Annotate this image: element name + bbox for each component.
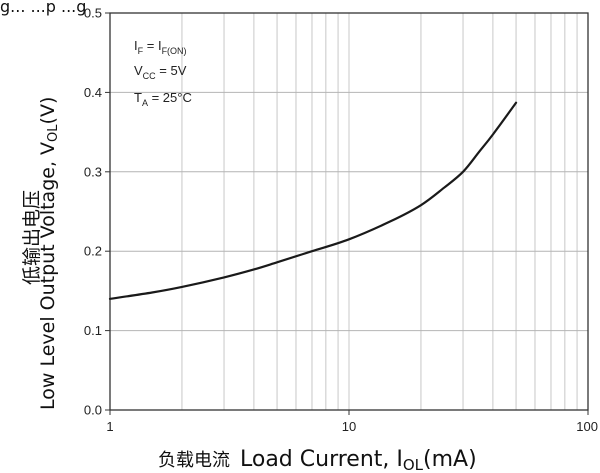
y-tick-label: 0.2 xyxy=(84,244,102,259)
y-axis-label: Low Level Output Voltage, VOL(V) xyxy=(37,97,61,410)
series-line-0 xyxy=(108,101,518,300)
x-tick-label: 10 xyxy=(342,419,356,434)
series-layer xyxy=(108,101,518,300)
y-tick-label: 0.5 xyxy=(84,6,102,21)
tick-labels: 0.0 0.1 0.2 0.3 0.4 0.5 1 10 100 xyxy=(84,6,598,435)
y-tick-label: 0.4 xyxy=(84,85,102,100)
y-tick-label: 0.3 xyxy=(84,164,102,179)
x-axis-label: 负载电流 Load Current, IOL(mA) xyxy=(158,447,477,473)
y-tick-label: 0.1 xyxy=(84,323,102,338)
annotation-ta: TA = 25°C xyxy=(134,90,192,108)
y-axis-label-chinese: 低输出电压 xyxy=(21,190,43,285)
x-tick-label: 1 xyxy=(106,419,113,434)
chart-title-fragment: g... ...p ...g xyxy=(0,0,86,16)
conditions-annotation: IF = IF(ON) VCC = 5V TA = 25°C xyxy=(134,38,192,108)
y-tick-label: 0.0 xyxy=(84,403,102,418)
annotation-if: IF = IF(ON) xyxy=(134,38,187,56)
annotation-vcc: VCC = 5V xyxy=(134,63,187,81)
x-tick-label: 100 xyxy=(576,419,598,434)
grid xyxy=(110,13,588,410)
